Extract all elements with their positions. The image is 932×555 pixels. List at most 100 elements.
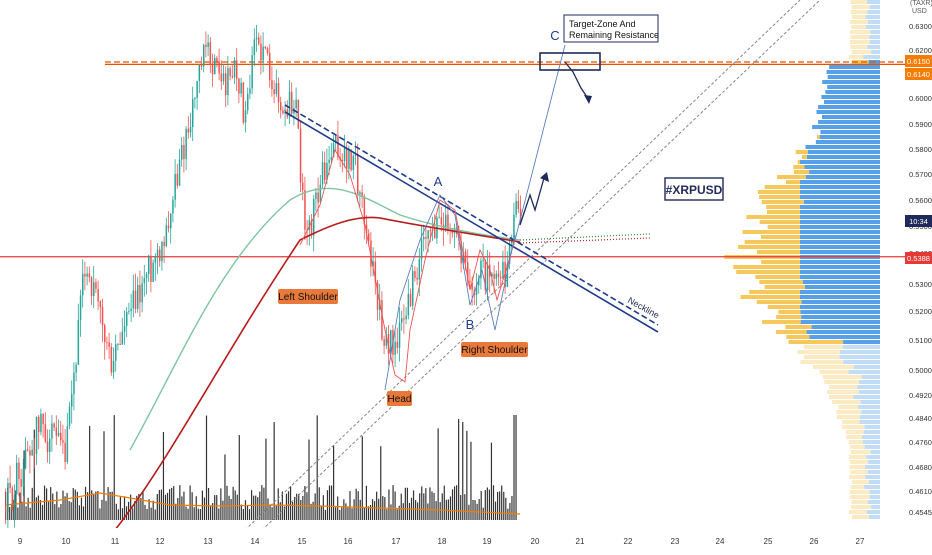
volume-bar — [40, 500, 41, 520]
volume-bar — [507, 509, 508, 520]
candle-body — [397, 342, 399, 348]
volume-profile-down-bar — [851, 505, 871, 509]
time-tick-label: 10 — [62, 537, 71, 546]
volume-bar — [9, 507, 10, 520]
volume-bar — [151, 508, 152, 520]
candle-body — [251, 55, 253, 88]
volume-profile-up-bar — [829, 65, 880, 69]
candle-body — [265, 47, 267, 49]
candle-body — [469, 281, 471, 283]
volume-profile-up-bar — [808, 150, 880, 154]
candle-body — [84, 274, 86, 277]
volume-profile-up-bar — [840, 355, 880, 359]
volume-profile-down-bar — [804, 355, 840, 359]
volume-bar — [200, 509, 201, 520]
volume-bar — [354, 499, 355, 520]
volume-bar — [315, 493, 316, 520]
volume-bar — [501, 486, 502, 520]
volume-profile-up-bar — [818, 105, 880, 109]
breakout-arrow-head — [540, 172, 549, 182]
volume-bar — [325, 510, 326, 520]
time-tick-label: 23 — [671, 537, 680, 546]
price-tick-label: 0.6000 — [909, 94, 932, 103]
candle-body — [496, 274, 498, 279]
volume-bar — [161, 490, 162, 520]
volume-bar — [206, 416, 207, 520]
candle-body — [181, 145, 183, 160]
volume-profile-up-bar — [867, 45, 880, 49]
volume-bar — [386, 509, 387, 520]
volume-profile-down-bar — [842, 420, 859, 424]
candle-body — [254, 39, 256, 55]
volume-profile-up-bar — [806, 145, 880, 149]
volume-bar — [421, 486, 422, 520]
candle-body — [157, 250, 159, 257]
volume-profile-up-bar — [859, 380, 880, 384]
volume-bar — [351, 508, 352, 520]
volume-bar — [388, 489, 389, 520]
volume-profile-up-bar — [816, 140, 880, 144]
volume-bar — [513, 415, 514, 520]
volume-profile-down-bar — [759, 280, 802, 284]
candle-body — [100, 301, 102, 307]
volume-profile-up-bar — [854, 365, 880, 369]
candle-body — [346, 148, 348, 169]
volume-profile-down-bar — [849, 55, 863, 59]
volume-profile-down-bar — [851, 500, 867, 504]
volume-profile-down-bar — [813, 365, 854, 369]
volume-bar — [153, 501, 154, 520]
volume-bar — [85, 487, 86, 520]
volume-profile-up-bar — [862, 375, 880, 379]
candle-body — [104, 325, 106, 342]
volume-bar — [304, 486, 305, 520]
volume-profile-up-bar — [800, 215, 880, 219]
candle-body — [315, 192, 317, 199]
candle-body — [166, 225, 168, 246]
volume-profile-up-bar — [812, 325, 880, 329]
volume-bar — [491, 443, 492, 520]
volume-bar — [436, 501, 437, 520]
candle-body — [91, 277, 93, 296]
volume-profile-down-bar — [849, 455, 866, 459]
volume-bar — [112, 492, 113, 520]
volume-profile-down-bar — [842, 425, 865, 429]
volume-bar — [224, 454, 225, 520]
volume-profile-down-bar — [762, 200, 804, 204]
volume-bar — [481, 491, 482, 520]
volume-bar — [243, 509, 244, 520]
time-tick-label: 26 — [810, 537, 819, 546]
volume-profile-up-bar — [870, 5, 880, 9]
volume-profile-down-bar — [850, 40, 870, 44]
price-tick-label: 0.4545 — [909, 508, 932, 517]
volume-profile-down-bar — [798, 160, 800, 164]
candle-body — [49, 439, 51, 453]
time-tick-label: 11 — [111, 537, 120, 546]
volume-profile-up-bar — [820, 135, 880, 139]
candle-body — [210, 42, 212, 65]
volume-profile-down-bar — [837, 415, 860, 419]
candle-body — [71, 394, 73, 406]
volume-profile-up-bar — [800, 235, 880, 239]
volume-profile-up-bar — [868, 470, 880, 474]
head-label: Head — [388, 394, 412, 405]
volume-profile-down-bar — [778, 310, 800, 314]
volume-profile-up-bar — [869, 35, 880, 39]
price-axis-header-2: USD — [912, 8, 927, 15]
target-zone-text-line1: Target-Zone And — [569, 19, 636, 29]
volume-bar — [210, 506, 211, 520]
volume-bar — [462, 422, 463, 520]
volume-bar — [228, 496, 229, 520]
candle-body — [430, 230, 432, 231]
volume-profile-down-bar — [759, 195, 800, 199]
volume-profile-up-bar — [806, 175, 880, 179]
price-tick-label: 0.4840 — [909, 414, 932, 423]
volume-bar — [245, 500, 246, 520]
volume-bar — [89, 426, 90, 520]
volume-bar — [395, 491, 396, 520]
breakout-arrow-line — [520, 178, 544, 225]
volume-profile-up-bar — [805, 285, 880, 289]
candle-body — [150, 256, 152, 282]
volume-bar — [405, 488, 406, 520]
